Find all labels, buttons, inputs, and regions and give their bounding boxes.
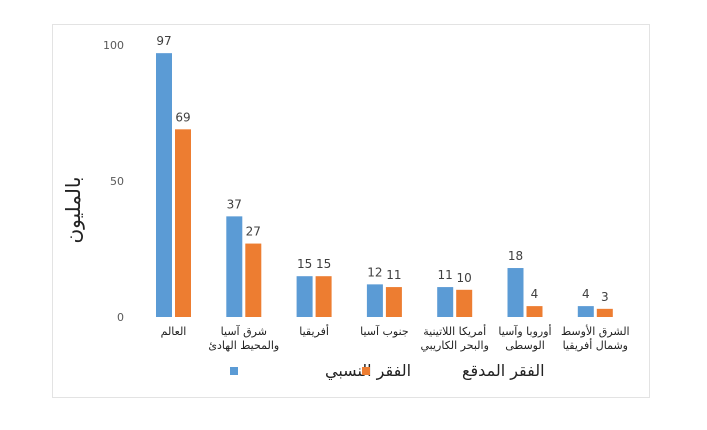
bar-relative-poverty (437, 287, 454, 317)
bar-extreme-poverty (315, 276, 332, 317)
data-label: 4 (531, 287, 539, 301)
bar-extreme-poverty (456, 289, 473, 317)
bar-extreme-poverty (596, 308, 613, 317)
data-label: 37 (227, 197, 242, 211)
bar-relative-poverty (156, 53, 172, 317)
category-labels: العالم شرق آسيا والمحيط الهادئ أفريقيا جنوب … (161, 324, 630, 352)
chart-frame (52, 24, 650, 398)
data-label: 4 (582, 287, 590, 301)
bar-extreme-poverty (385, 287, 402, 317)
category-label: شرق آسيا والمحيط الهادئ (208, 324, 279, 352)
data-label: 10 (457, 271, 472, 285)
data-label: 18 (508, 249, 523, 263)
bar-extreme-poverty (175, 129, 191, 317)
bars (156, 53, 613, 317)
bar-relative-poverty (226, 216, 243, 317)
bar-relative-poverty (507, 268, 524, 317)
data-label: 3 (601, 290, 609, 304)
category-label: جنوب آسيا (360, 324, 409, 338)
category-label: أمريكا اللاتينية والبحر الكاريبي (420, 324, 488, 352)
legend-label-extreme: الفقر المدقع (462, 361, 545, 381)
legend: الفقر النسبي الفقر المدقع (230, 361, 545, 381)
category-label: أوروبا وآسيا الوسطى (498, 324, 551, 352)
data-label: 12 (367, 265, 382, 279)
bar-extreme-poverty (245, 243, 262, 317)
category-label: أفريقيا (299, 324, 329, 338)
y-tick-label: 0 (117, 311, 124, 324)
y-axis-label-group: بالمليون (61, 177, 85, 244)
data-label: 11 (438, 268, 453, 282)
bar-relative-poverty (366, 284, 383, 317)
data-label: 69 (175, 110, 190, 124)
bar-relative-poverty (296, 276, 313, 317)
y-tick-label: 50 (110, 175, 124, 188)
bar-relative-poverty (577, 306, 594, 317)
data-label: 11 (386, 268, 401, 282)
legend-swatch-relative (230, 367, 238, 375)
y-tick-label: 100 (103, 39, 124, 52)
data-label: 27 (246, 225, 261, 239)
y-axis-label: بالمليون (61, 177, 85, 244)
legend-swatch-extreme (362, 367, 370, 375)
y-axis-ticks: 0 50 100 (103, 39, 124, 324)
category-label: الشرق الأوسط وشمال أفريقيا (561, 324, 630, 352)
data-label: 15 (316, 257, 331, 271)
category-label: العالم (161, 325, 187, 338)
data-label: 15 (297, 257, 312, 271)
data-label: 97 (156, 34, 171, 48)
bar-extreme-poverty (526, 306, 543, 317)
